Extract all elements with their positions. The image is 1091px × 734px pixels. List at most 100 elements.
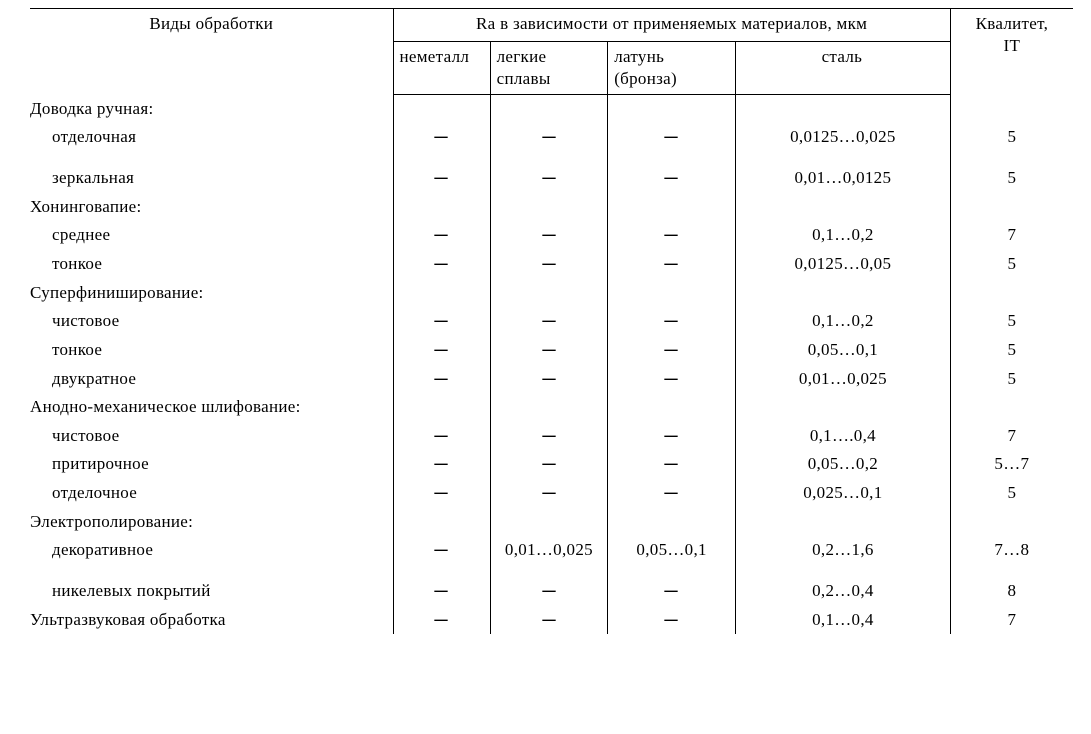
table-row: никелевых покрытий–––0,2…0,48 [30,577,1073,606]
cell-it: 5…7 [950,450,1073,479]
cell-light-alloys: – [490,221,608,250]
cell-nonmetal: – [393,606,490,635]
cell-it: 5 [950,336,1073,365]
cell-light-alloys: – [490,123,608,152]
cell-nonmetal: – [393,536,490,565]
table-row: тонкое–––0,0125…0,055 [30,250,1073,279]
cell-nonmetal: – [393,479,490,508]
group-title: Доводка ручная: [30,95,393,124]
cell-it: 5 [950,365,1073,394]
cell-steel: 0,0125…0,025 [736,123,951,152]
cell-nonmetal: – [393,365,490,394]
cell-nonmetal: – [393,422,490,451]
cell-brass: – [608,336,736,365]
cell-brass: – [608,422,736,451]
cell-type: тонкое [30,336,393,365]
cell-it: 5 [950,164,1073,193]
cell-light-alloys: – [490,450,608,479]
cell-brass: – [608,479,736,508]
cell-nonmetal: – [393,450,490,479]
cell-steel: 0,01…0,0125 [736,164,951,193]
cell-nonmetal: – [393,336,490,365]
cell-it: 5 [950,123,1073,152]
cell-steel: 0,1…0,2 [736,307,951,336]
col-header-nonmetal: неметалл [393,42,490,95]
table-row: отделочное–––0,025…0,15 [30,479,1073,508]
machining-roughness-table: Виды обработки Ra в зависимости от приме… [30,8,1073,634]
cell-nonmetal: – [393,123,490,152]
cell-light-alloys: 0,01…0,025 [490,536,608,565]
cell-light-alloys: – [490,577,608,606]
col-header-light-alloys: легкиесплавы [490,42,608,95]
cell-light-alloys: – [490,250,608,279]
table-row: притирочное–––0,05…0,25…7 [30,450,1073,479]
table-row: отделочная–––0,0125…0,0255 [30,123,1073,152]
col-header-steel: сталь [736,42,951,95]
spacer-row [30,565,1073,577]
col-header-ra-group: Ra в зависимости от применяемых материал… [393,9,950,42]
cell-light-alloys: – [490,365,608,394]
cell-type: тонкое [30,250,393,279]
cell-type: среднее [30,221,393,250]
col-header-type: Виды обработки [30,9,393,95]
group-title: Хонинговапие: [30,193,393,222]
table-row: декоративное–0,01…0,0250,05…0,10,2…1,67…… [30,536,1073,565]
cell-nonmetal: – [393,164,490,193]
cell-type: декоративное [30,536,393,565]
table-row: чистовое–––0,1…0,25 [30,307,1073,336]
col-header-quality: Квалитет,IT [950,9,1073,95]
cell-type: зеркальная [30,164,393,193]
cell-it: 5 [950,307,1073,336]
cell-brass: – [608,606,736,635]
cell-it: 5 [950,479,1073,508]
cell-type: чистовое [30,422,393,451]
cell-light-alloys: – [490,479,608,508]
cell-brass: – [608,164,736,193]
group-title-row: Электрополирование: [30,508,1073,537]
cell-it: 7 [950,606,1073,635]
cell-brass: – [608,577,736,606]
cell-it: 7…8 [950,536,1073,565]
cell-brass: – [608,250,736,279]
cell-nonmetal: – [393,577,490,606]
cell-it: 7 [950,221,1073,250]
cell-type: отделочное [30,479,393,508]
cell-type: двукратное [30,365,393,394]
table-row: тонкое–––0,05…0,15 [30,336,1073,365]
spacer-row [30,152,1073,164]
cell-brass: – [608,123,736,152]
table-row: Ультразвуковая обработка–––0,1…0,47 [30,606,1073,635]
cell-nonmetal: – [393,307,490,336]
cell-steel: 0,025…0,1 [736,479,951,508]
table-row: чистовое–––0,1….0,47 [30,422,1073,451]
table-row: среднее–––0,1…0,27 [30,221,1073,250]
group-title-row: Суперфиниширование: [30,279,1073,308]
group-title: Электрополирование: [30,508,393,537]
cell-it: 8 [950,577,1073,606]
group-title: Суперфиниширование: [30,279,393,308]
cell-nonmetal: – [393,250,490,279]
group-title-row: Доводка ручная: [30,95,1073,124]
cell-steel: 0,2…1,6 [736,536,951,565]
cell-type: отделочная [30,123,393,152]
cell-type: чистовое [30,307,393,336]
cell-steel: 0,05…0,2 [736,450,951,479]
cell-light-alloys: – [490,336,608,365]
cell-brass: – [608,365,736,394]
cell-brass: 0,05…0,1 [608,536,736,565]
cell-steel: 0,0125…0,05 [736,250,951,279]
table-container: Виды обработки Ra в зависимости от приме… [0,0,1091,634]
cell-steel: 0,01…0,025 [736,365,951,394]
cell-brass: – [608,307,736,336]
table-row: зеркальная–––0,01…0,01255 [30,164,1073,193]
table-head: Виды обработки Ra в зависимости от приме… [30,9,1073,95]
group-title-row: Анодно-механическое шлифование: [30,393,1073,422]
cell-it: 5 [950,250,1073,279]
col-header-brass: латунь(бронза) [608,42,736,95]
cell-light-alloys: – [490,164,608,193]
group-title: Анодно-механическое шлифование: [30,393,393,422]
cell-brass: – [608,221,736,250]
cell-steel: 0,1….0,4 [736,422,951,451]
table-body: Доводка ручная:отделочная–––0,0125…0,025… [30,95,1073,635]
cell-steel: 0,1…0,2 [736,221,951,250]
